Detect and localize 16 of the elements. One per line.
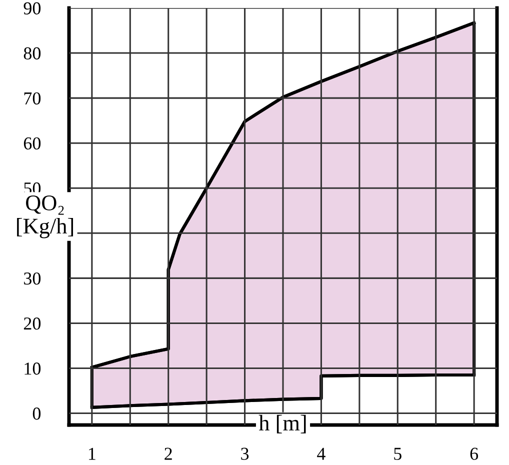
y-tick-label: 10 [24,362,41,375]
y-tick-label: 90 [24,2,41,14]
y-tick-label: 70 [24,92,41,105]
x-tick-label: 3 [241,448,249,460]
x-tick-label: 4 [317,448,326,460]
y-tick-label: 60 [24,137,41,150]
x-tick-label: 1 [89,448,96,460]
y-axis-title: QO₂ [Kg/h] [17,195,74,238]
y-tick-label: 30 [24,272,41,285]
x-tick-label: 5 [394,448,402,460]
x-tick-label: 6 [470,448,478,460]
x-tick-label: 2 [164,448,172,460]
y-tick-label: 20 [24,317,41,330]
x-axis-title: h [m] [258,414,306,434]
y-tick-label: 80 [24,47,41,60]
y-tick-label: 0 [32,408,41,420]
